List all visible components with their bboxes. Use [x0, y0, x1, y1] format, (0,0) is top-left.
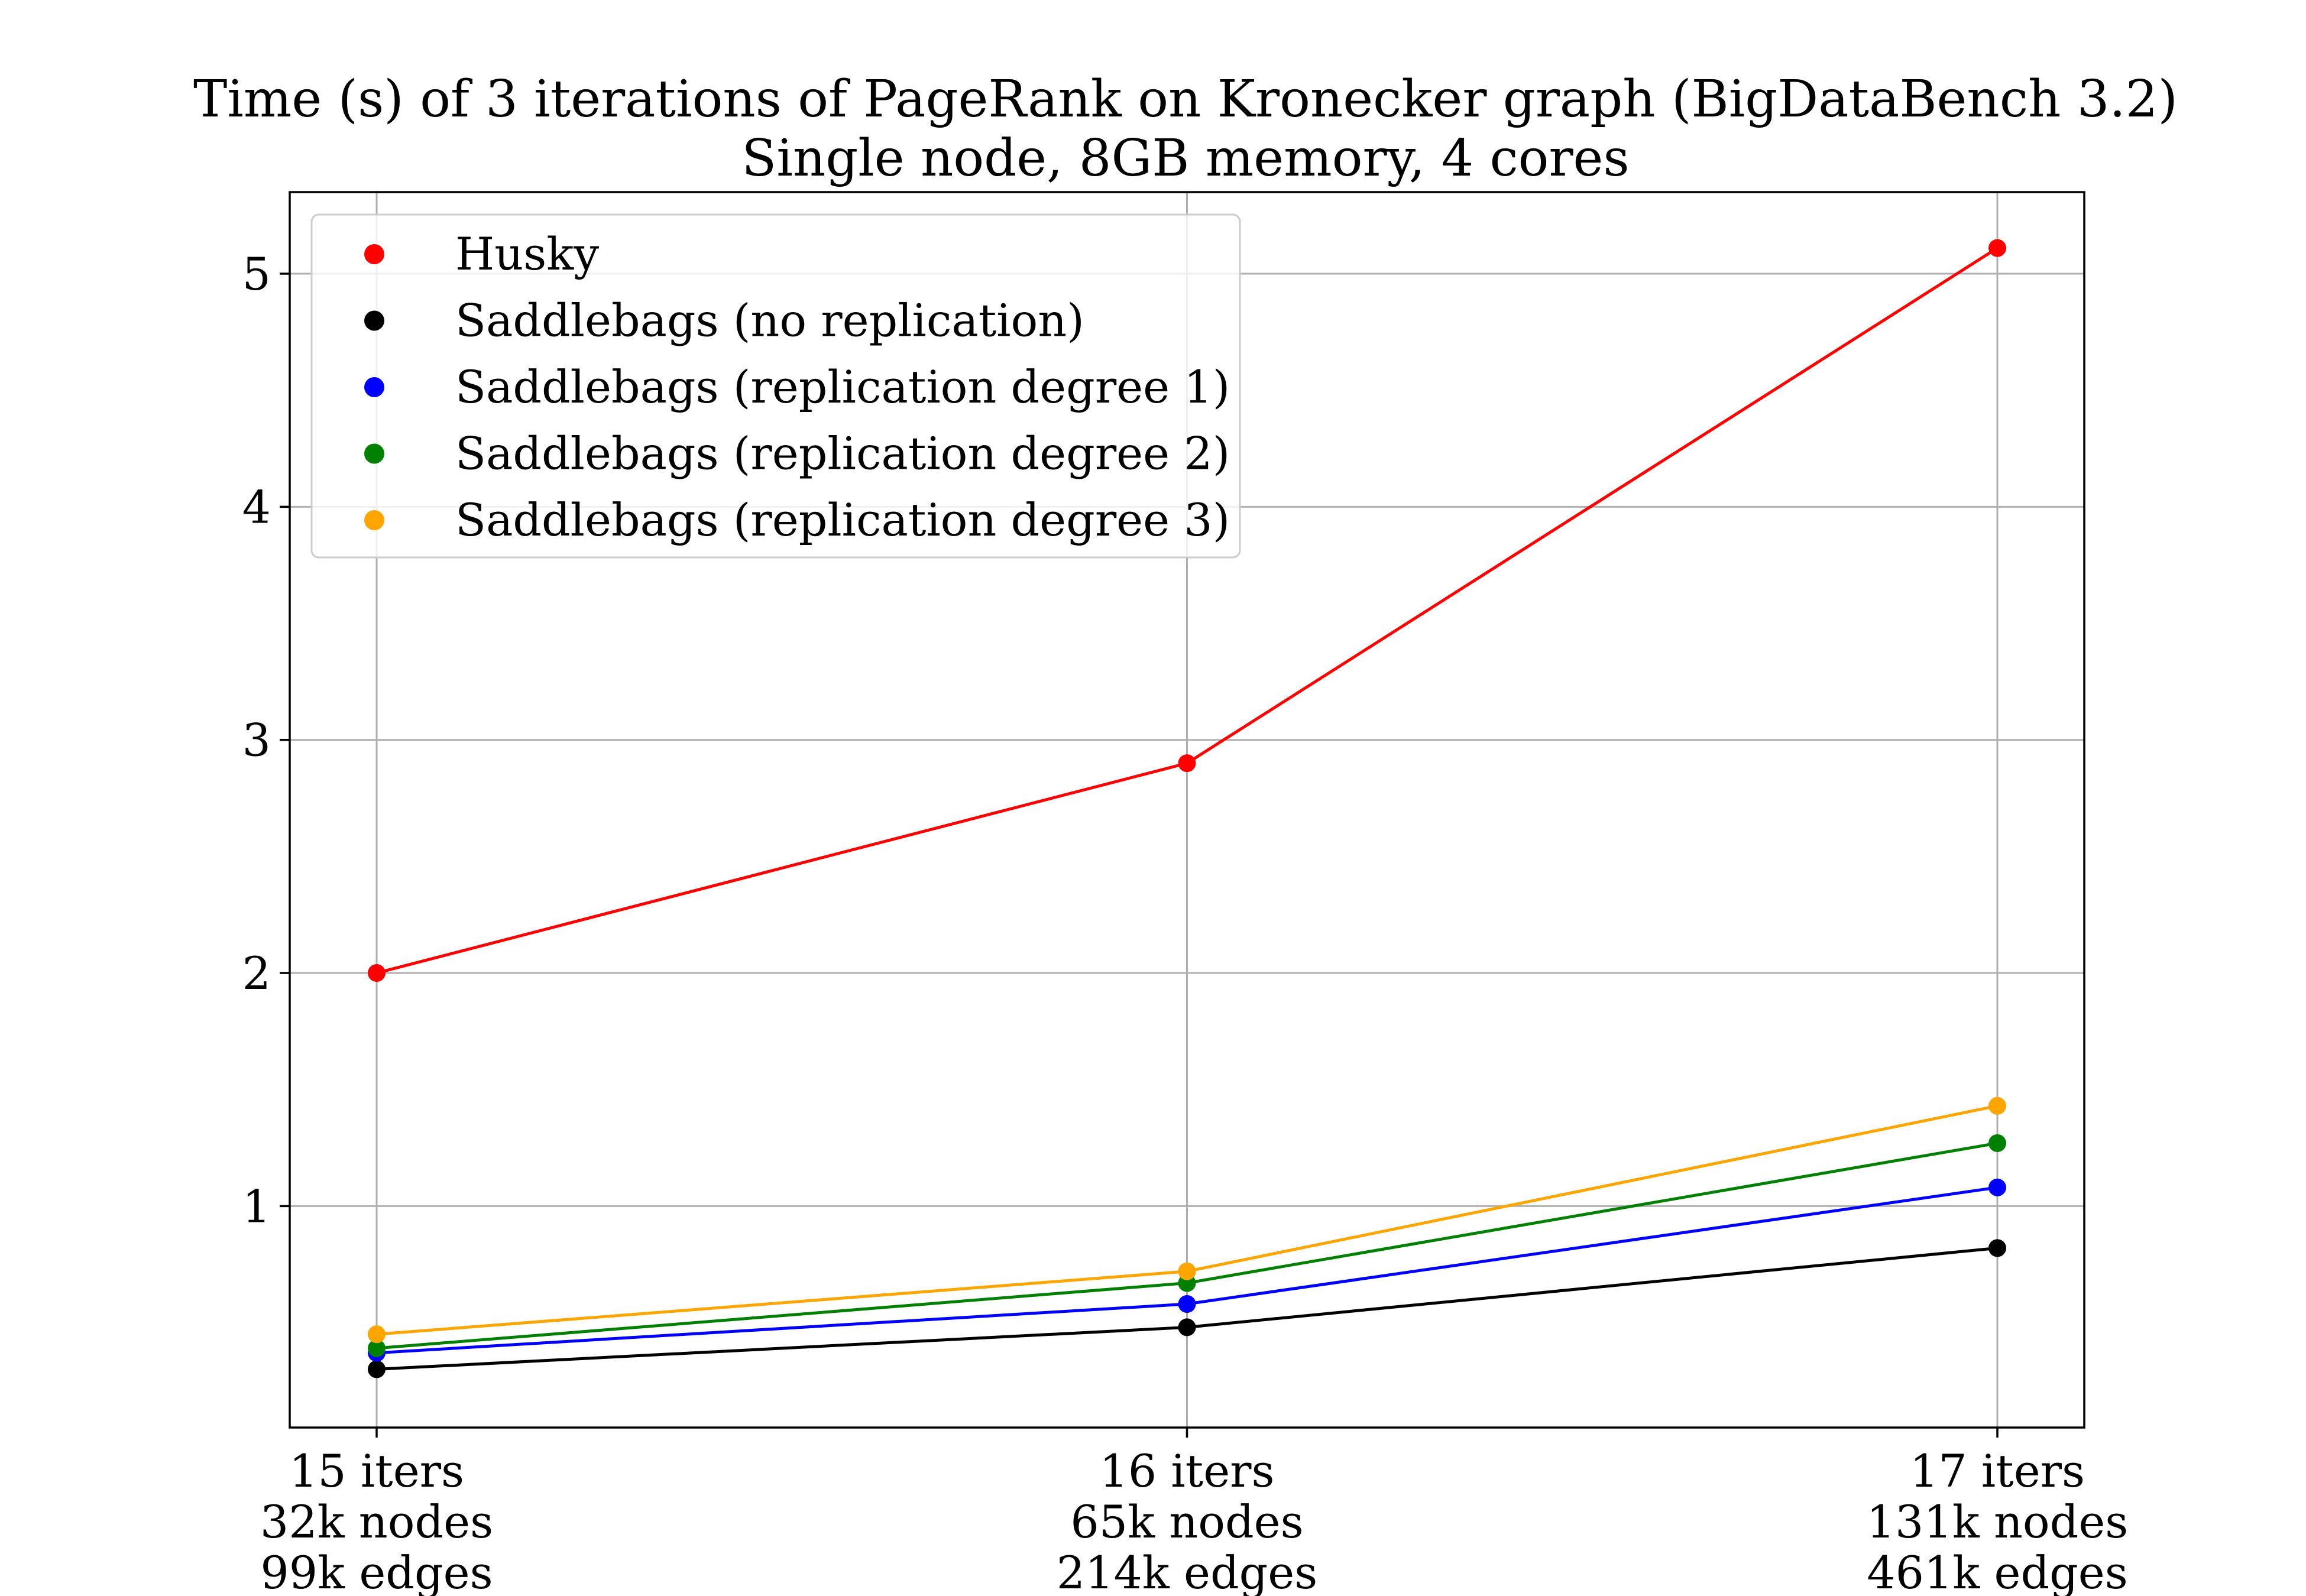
legend-label-1: Saddlebags (no replication) — [455, 294, 1084, 347]
legend-marker-4 — [364, 510, 384, 530]
x-tick-label-line: 131k nodes — [1867, 1496, 2129, 1548]
legend-marker-1 — [364, 310, 384, 331]
data-point-4-0 — [368, 1325, 386, 1344]
legend-marker-3 — [364, 443, 384, 464]
x-tick-label: 16 iters 65k nodes 214k edges — [1057, 1445, 1318, 1596]
data-point-3-0 — [368, 1339, 386, 1357]
data-point-1-2 — [1988, 1239, 2006, 1257]
data-point-0-2 — [1988, 239, 2006, 257]
data-point-0-0 — [368, 964, 386, 982]
legend-label-2: Saddlebags (replication degree 1) — [455, 361, 1230, 413]
y-tick-label: 4 — [242, 481, 271, 533]
x-tick-label-line: 15 iters — [289, 1445, 464, 1497]
legend-marker-2 — [364, 377, 384, 397]
legend-label-3: Saddlebags (replication degree 2) — [455, 427, 1230, 480]
x-tick-label-line: 461k edges — [1867, 1546, 2128, 1596]
x-tick-label-line: 17 iters — [1910, 1445, 2085, 1497]
data-point-1-1 — [1178, 1318, 1196, 1337]
chart-subtitle: Single node, 8GB memory, 4 cores — [741, 129, 1630, 188]
data-point-4-1 — [1178, 1262, 1196, 1280]
x-tick-label-line: 32k nodes — [260, 1496, 493, 1548]
data-point-4-2 — [1988, 1097, 2006, 1115]
x-tick-label-line: 16 iters — [1099, 1445, 1274, 1497]
legend-marker-0 — [364, 244, 384, 264]
data-point-1-0 — [368, 1360, 386, 1378]
data-point-3-2 — [1988, 1134, 2006, 1152]
y-tick-label: 1 — [242, 1180, 271, 1232]
x-tick-label-line: 214k edges — [1057, 1546, 1318, 1596]
y-tick-label: 5 — [242, 248, 271, 300]
x-tick-label-line: 65k nodes — [1070, 1496, 1303, 1548]
x-tick-label: 15 iters 32k nodes 99k edges — [260, 1445, 493, 1596]
x-tick-label-line: 99k edges — [260, 1546, 493, 1596]
y-tick-label: 2 — [242, 947, 271, 1000]
legend-label-0: Husky — [455, 228, 599, 280]
data-point-2-1 — [1178, 1295, 1196, 1313]
chart-title: Time (s) of 3 iterations of PageRank on … — [193, 70, 2178, 129]
legend-box — [310, 213, 1241, 559]
x-tick-label: 17 iters 131k nodes 461k edges — [1867, 1445, 2129, 1596]
y-tick-label: 3 — [242, 714, 271, 767]
data-point-2-2 — [1988, 1178, 2006, 1196]
data-point-0-1 — [1178, 754, 1196, 773]
legend-label-4: Saddlebags (replication degree 3) — [455, 494, 1230, 546]
